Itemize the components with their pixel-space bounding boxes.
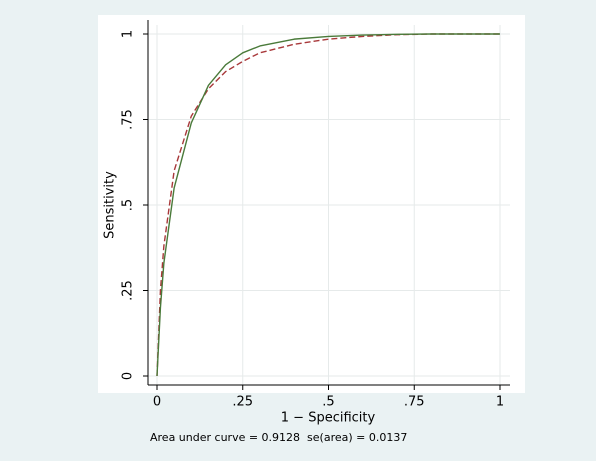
roc-curve	[156, 33, 500, 377]
y-tick-label: .5	[121, 199, 136, 211]
x-tick-label: 1	[496, 395, 504, 410]
plot-region	[98, 15, 525, 393]
x-tick-label: .5	[322, 395, 334, 410]
y-tick-label: 0	[121, 372, 136, 380]
x-tick-label: 0	[153, 395, 161, 410]
x-tick-label: .25	[232, 395, 253, 410]
note: Area under curve = 0.9128 se(area) = 0.0…	[150, 431, 407, 444]
y-tick-label: 1	[121, 30, 136, 38]
y-tick-label: .25	[121, 280, 136, 301]
x-tick-label: .75	[404, 395, 425, 410]
x-axis-title: 1 − Specificity	[281, 411, 376, 426]
y-axis-title: Sensitivity	[103, 171, 118, 239]
y-tick-label: .75	[121, 109, 136, 130]
